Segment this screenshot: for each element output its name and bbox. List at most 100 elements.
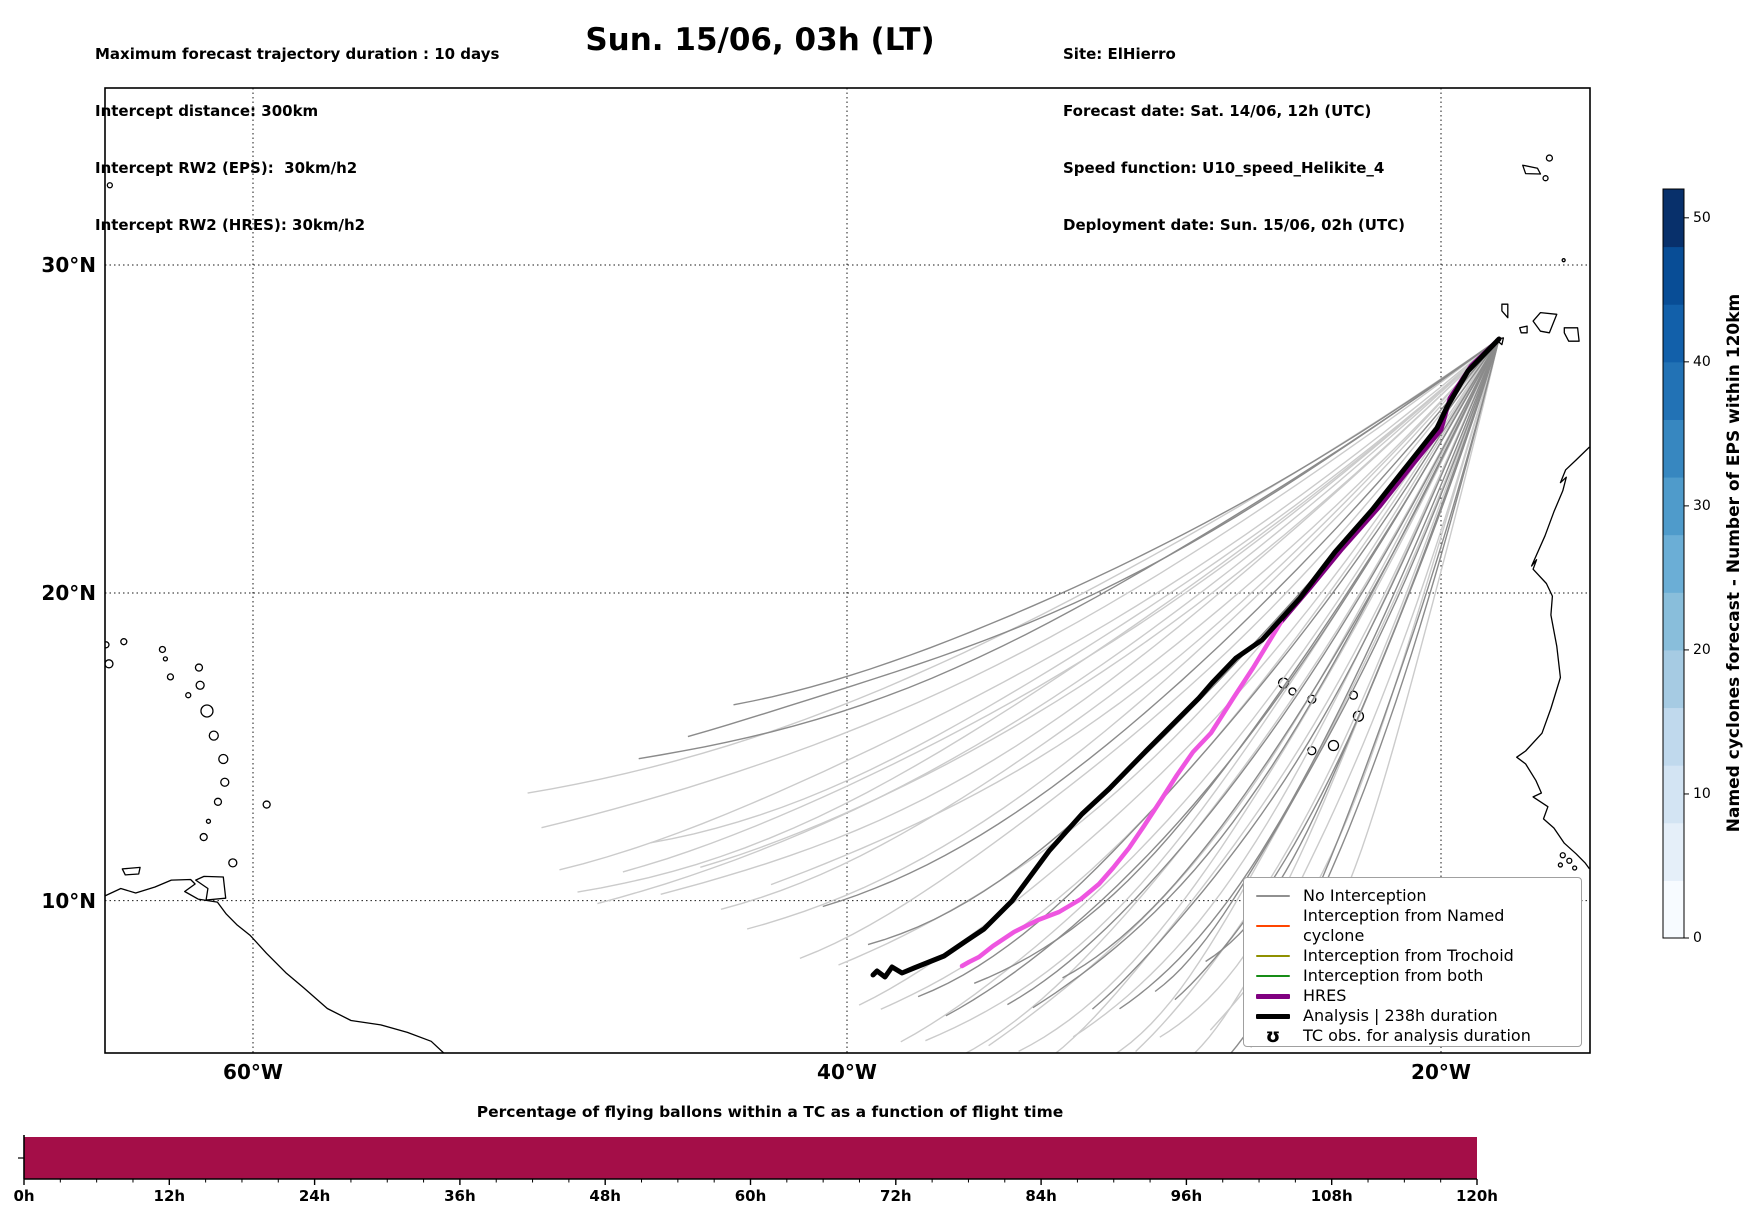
flight-time-tick-label: 96h (1170, 1187, 1203, 1205)
small-island (194, 663, 204, 672)
small-island (105, 641, 110, 649)
eps-member-trajectory (1062, 338, 1500, 979)
legend-label: Interception from both (1303, 966, 1484, 985)
eps-member-trajectory (746, 338, 1500, 930)
trochoid-line-swatch (1256, 955, 1290, 957)
eps-member-trajectory (622, 338, 1500, 873)
lat-tick-label: 30°N (41, 252, 96, 277)
flight-time-tick-label: 0h (13, 1187, 35, 1205)
colorbar-segment (1663, 880, 1684, 939)
page-title: Sun. 15/06, 03h (LT) (585, 22, 935, 58)
lat-tick-label: 20°N (41, 580, 96, 605)
flight-time-tick-label: 108h (1310, 1187, 1353, 1205)
colorbar-segment (1663, 534, 1684, 593)
small-island (200, 704, 214, 718)
colorbar-segment (1663, 419, 1684, 478)
flight-time-bar-chart (18, 1135, 1478, 1185)
la_palma-island (1501, 303, 1509, 319)
madeira-island (1522, 164, 1542, 175)
legend-item-trochoid: Interception from Trochoid (1256, 946, 1569, 966)
small-island (1288, 687, 1297, 696)
flight-time-tick-label: 72h (880, 1187, 912, 1205)
max-duration-line: Maximum forecast trajectory duration : 1… (95, 45, 500, 63)
small-island (1557, 862, 1564, 868)
eps-member-trajectory (1054, 338, 1500, 1053)
colorbar-segment (1663, 304, 1684, 363)
legend-item-analysis: Analysis | 238h duration (1256, 1006, 1569, 1026)
legend-item-hres: HRES (1256, 986, 1569, 1006)
colorbar-segment (1663, 649, 1684, 709)
colorbar-segment (1663, 765, 1684, 824)
legend-item-tc-obs: ʊ TC obs. for analysis duration (1256, 1026, 1569, 1046)
colorbar-segment (1663, 361, 1684, 420)
flight-time-chart-title: Percentage of flying ballons within a TC… (476, 1103, 1064, 1121)
small-island (1566, 857, 1573, 864)
small-island (205, 818, 212, 824)
small-island (1327, 739, 1340, 752)
eps-member-trajectory (650, 338, 1500, 844)
eps-trajectories (527, 338, 1500, 1053)
small-island (1572, 865, 1578, 871)
eps-member-trajectory (638, 338, 1500, 760)
eps-member-trajectory (1119, 338, 1500, 1010)
flight-time-tick-label: 24h (298, 1187, 331, 1205)
small-island (213, 797, 223, 806)
colorbar-segment (1663, 592, 1684, 651)
colorbar-segment (1663, 822, 1684, 881)
small-island (162, 656, 169, 662)
site-line: Site: ElHierro (1063, 45, 1176, 63)
tropical-cyclone-icon: ʊ (1265, 1025, 1281, 1047)
flight-time-tick-label: 48h (589, 1187, 621, 1205)
flight-time-tick-label: 36h (444, 1187, 476, 1205)
eps-member-trajectory (687, 338, 1500, 738)
small-island (1559, 852, 1566, 859)
lon-tick-label: 60°W (223, 1060, 283, 1084)
analysis-trajectory (870, 336, 1502, 980)
colorbar-segment (1663, 477, 1684, 536)
colorbar (1662, 188, 1689, 939)
small-island (185, 692, 192, 699)
small-island (106, 182, 113, 189)
eps-member-trajectory (988, 338, 1500, 1047)
trinidad-island (195, 875, 227, 901)
map-frame (104, 87, 1591, 1054)
eps-member-trajectory (1018, 338, 1500, 1053)
small-island (120, 638, 128, 646)
colorbar-tick-label: 40 (1693, 353, 1711, 370)
colorbar-tick-label: 20 (1693, 641, 1711, 658)
eps-member-trajectory (799, 338, 1500, 960)
eps-member-trajectory (660, 338, 1500, 895)
intercept-distance-line: Intercept distance: 300km (95, 102, 319, 120)
gran_canaria-island (1563, 327, 1580, 342)
eps-member-trajectory (973, 338, 1500, 984)
flight-time-tick-label: 120h (1456, 1187, 1498, 1205)
eps-member-trajectory (1193, 338, 1500, 1053)
colorbar-frame (1662, 188, 1685, 939)
eps-member-trajectory (541, 338, 1500, 829)
legend-label: No Interception (1303, 886, 1427, 905)
small-island (105, 659, 114, 669)
eps-member-trajectory (597, 338, 1500, 905)
small-island (228, 858, 238, 868)
africa-coastline (1516, 446, 1590, 870)
small-island (262, 800, 271, 809)
south-america-coastline (105, 878, 445, 1053)
margarita-island (121, 866, 141, 876)
legend-item-both: Interception from both (1256, 966, 1569, 986)
eps-member-trajectory (900, 338, 1500, 1043)
small-island (158, 645, 167, 654)
small-island (1542, 175, 1549, 182)
legend-item-named-cyclone: Interception from Named cyclone (1256, 906, 1569, 946)
colorbar-tick-label: 0 (1693, 930, 1702, 946)
deployment-date-line: Deployment date: Sun. 15/06, 02h (UTC) (1063, 216, 1406, 234)
legend-label: HRES (1303, 986, 1347, 1005)
small-island (166, 673, 175, 681)
named-cyclone-line-swatch (1256, 925, 1290, 927)
colorbar-tick-label: 10 (1693, 785, 1711, 802)
eps-member-trajectory (964, 338, 1500, 1053)
intercept-rw2-eps-line: Intercept RW2 (EPS): 30km/h2 (95, 159, 358, 177)
eps-member-trajectory (1007, 338, 1500, 1006)
analysis-line-swatch (1256, 1013, 1290, 1019)
